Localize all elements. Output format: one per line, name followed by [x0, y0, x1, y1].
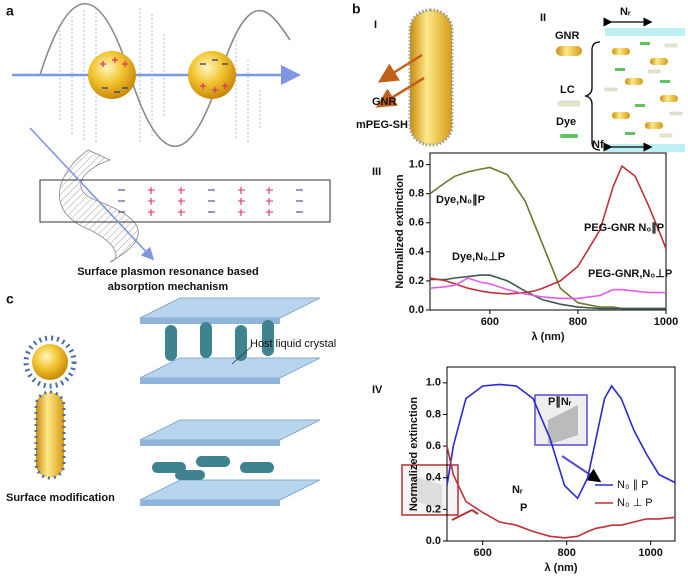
- y-tick-label: 0.0: [409, 304, 424, 316]
- legend-label: GNR: [555, 30, 580, 42]
- y-tick-label: 0.4: [426, 472, 442, 484]
- y-axis-label: Normalized extinction: [408, 397, 420, 512]
- label: GNR: [372, 96, 397, 108]
- y-tick-label: 0.2: [409, 275, 424, 287]
- subpanel-label: IV: [372, 384, 383, 396]
- x-tick-label: 600: [481, 316, 499, 328]
- series-label: PEG-GNR,N₀⊥P: [588, 268, 672, 280]
- series-line: [446, 445, 676, 539]
- caption: Surface modification: [6, 492, 115, 504]
- annotation: Nᵣ: [512, 484, 523, 496]
- y-tick-label: 0.6: [426, 440, 441, 452]
- panel-label: a: [6, 3, 14, 19]
- panel-label: c: [6, 291, 14, 307]
- series-line: [430, 274, 666, 310]
- legend-label: LC: [560, 84, 575, 96]
- label: Host liquid crystal: [250, 338, 336, 350]
- legend-label: Dye: [556, 116, 576, 128]
- x-tick-label: 600: [474, 547, 492, 559]
- y-tick-label: 0.8: [409, 188, 424, 200]
- inset-drawing: [401, 394, 602, 521]
- subpanel-label: III: [372, 166, 381, 178]
- plasmon-diagram: [12, 2, 331, 263]
- y-tick-label: 0.2: [426, 503, 441, 515]
- y-axis-label: Normalized extinction: [394, 174, 406, 289]
- y-tick-label: 1.0: [409, 159, 424, 171]
- director-label: Nᵣ: [620, 6, 631, 18]
- x-axis-label: λ (nm): [545, 562, 578, 574]
- legend-label: N₀ ⊥ P: [617, 497, 653, 509]
- y-tick-label: 1.0: [426, 377, 441, 389]
- x-tick-label: 800: [557, 547, 575, 559]
- plot-frame: [446, 366, 676, 542]
- caption: Surface plasmon resonance based: [77, 266, 259, 278]
- series-line: [429, 277, 666, 300]
- subpanel-label: I: [374, 19, 377, 31]
- y-tick-label: 0.0: [426, 535, 441, 547]
- series-line: [446, 383, 676, 500]
- gnr-drawing: [375, 8, 454, 147]
- label: mPEG-SH: [356, 119, 408, 131]
- annotation: P: [520, 502, 527, 514]
- caption: absorption mechanism: [108, 281, 229, 293]
- x-tick-label: 800: [569, 316, 587, 328]
- legend-label: N₀ ∥ P: [617, 479, 648, 491]
- modification-drawing: [23, 297, 321, 506]
- lc-drawing: [556, 17, 685, 152]
- series-label: Dye,N₀⊥P: [452, 251, 505, 263]
- annotation: P∥Nᵣ: [548, 396, 572, 408]
- y-tick-label: 0.4: [409, 246, 425, 258]
- series-line: [429, 164, 667, 295]
- series-label: Dye,N₀∥P: [436, 194, 485, 206]
- series-label: PEG-GNR N₀∥P: [584, 222, 664, 234]
- director-label: Nf: [592, 139, 604, 151]
- plot-frame: [429, 152, 667, 311]
- panel-label: b: [352, 1, 361, 17]
- y-tick-label: 0.6: [409, 217, 424, 229]
- x-tick-label: 1000: [654, 316, 678, 328]
- y-tick-label: 0.8: [426, 408, 441, 420]
- x-tick-label: 1000: [638, 547, 662, 559]
- x-axis-label: λ (nm): [532, 331, 565, 343]
- subpanel-label: II: [540, 12, 546, 24]
